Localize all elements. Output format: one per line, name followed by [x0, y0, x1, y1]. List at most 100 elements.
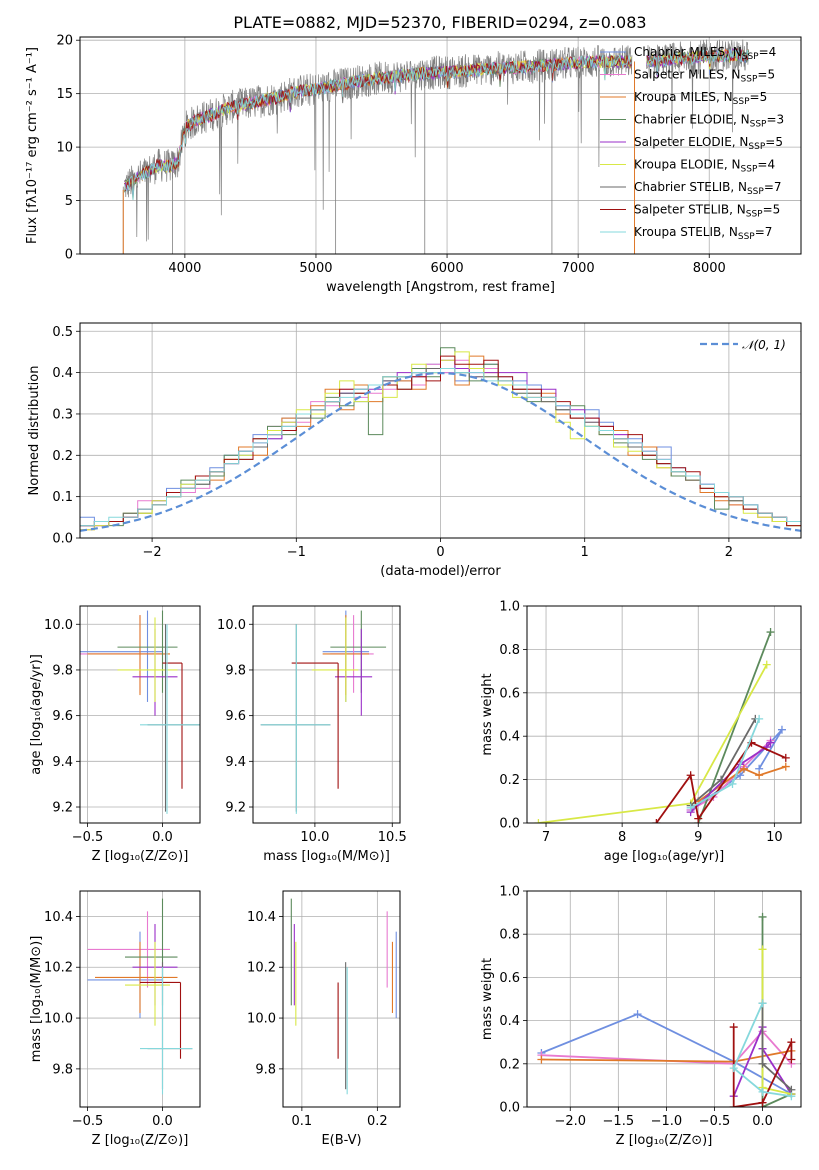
weight-line-salpeter-elodie	[689, 742, 772, 813]
plot-frame	[282, 890, 401, 1108]
spectrum-lines	[122, 39, 750, 254]
legend-label: Kroupa MILES, NSSP=5	[634, 90, 767, 107]
plot-frame	[79, 890, 201, 1108]
x-tick-label: −0.5	[72, 1114, 104, 1129]
y-tick-label: 9.8	[52, 663, 73, 678]
y-tick-label: 0.4	[499, 730, 520, 745]
x-tick-label: 0.0	[152, 830, 173, 845]
legend-label-sub: SSP	[741, 165, 758, 175]
x-tick-label: −1.5	[603, 1114, 635, 1129]
error-bars	[80, 610, 200, 814]
weight-line-kroupa-elodie	[538, 664, 768, 823]
legend-label-text: Salpeter ELODIE, N	[634, 135, 748, 149]
plot-frame	[526, 890, 802, 1108]
x-axis-label: Z [log₁₀(Z/Z⊙)]	[92, 1133, 189, 1148]
plus-marker	[781, 753, 790, 762]
y-tick-label: 5	[65, 194, 73, 209]
legend-label-value: =4	[759, 45, 777, 59]
y-tick-label: 0.6	[499, 971, 520, 986]
weight-line-chabrier-stelib	[690, 718, 757, 807]
y-tick-label: 0.2	[52, 449, 73, 464]
age-vs-z-panel: −0.5 0.0 9.2 9.4 9.6 9.8 10.0 Z [log₁₀(Z/Z⊙)] ag…	[29, 605, 201, 864]
plus-marker	[758, 912, 767, 921]
legend-label: 𝒩(0, 1)	[742, 338, 786, 352]
plus-marker	[758, 1087, 767, 1096]
massweight-vs-age-panel: 7 8 9 10 0.0 0.2 0.4 0.6 0.8 1.0 age [log₁₀(age/yr…	[480, 600, 802, 864]
y-tick-label: 9.4	[225, 755, 246, 770]
y-axis-label: age [log₁₀(age/yr)]	[29, 654, 44, 775]
y-tick-label: 1.0	[499, 885, 520, 900]
x-tick-label: 7000	[562, 261, 595, 276]
plus-marker	[694, 814, 703, 823]
legend-label-sub: SSP	[750, 120, 767, 130]
legend-label-text: Salpeter MILES, N	[634, 68, 741, 82]
legend-label-text: Chabrier MILES, N	[634, 45, 742, 59]
plus-marker	[534, 819, 543, 823]
x-tick-label: 8000	[693, 261, 726, 276]
histogram-salpeter-stelib	[80, 355, 801, 527]
plus-marker	[787, 1055, 796, 1064]
plus-marker	[686, 803, 695, 812]
weight-line-salpeter-miles	[541, 1030, 793, 1065]
figure-title: PLATE=0882, MJD=52370, FIBERID=0294, z=0…	[233, 13, 646, 32]
y-tick-label: 0.0	[499, 1101, 520, 1116]
legend-label: Chabrier MILES, NSSP=4	[634, 45, 776, 62]
plus-marker	[787, 1092, 796, 1101]
x-tick-label: 0.1	[292, 1114, 313, 1129]
x-tick-label: 10.0	[300, 830, 329, 845]
y-tick-label: 20	[56, 34, 73, 49]
x-tick-label: −0.5	[72, 830, 104, 845]
legend-label: Salpeter STELIB, NSSP=5	[634, 203, 780, 220]
legend-label: Salpeter ELODIE, NSSP=5	[634, 135, 783, 152]
x-axis-label: E(B-V)	[321, 1133, 361, 1148]
y-tick-label: 0	[65, 248, 73, 263]
legend-label-value: =3	[766, 113, 784, 127]
x-tick-label: 8	[618, 830, 626, 845]
x-tick-label: 0.2	[367, 1114, 388, 1129]
legend-label-text: Kroupa STELIB, N	[634, 225, 738, 239]
plot-frame	[252, 605, 401, 824]
plus-marker	[758, 1098, 767, 1107]
gaussian-curve	[80, 371, 801, 532]
legend-label: Kroupa ELODIE, NSSP=4	[634, 158, 775, 175]
weight-lines	[537, 912, 796, 1107]
weight-line-chabrier-elodie	[697, 631, 772, 823]
y-tick-label: 9.8	[52, 1062, 73, 1077]
y-tick-label: 9.6	[52, 709, 73, 724]
legend-label-text: Chabrier ELODIE, N	[634, 113, 750, 127]
legend-label-text: Kroupa ELODIE, N	[634, 158, 741, 172]
x-tick-label: 5000	[299, 261, 332, 276]
mass-vs-z-panel: −0.5 0.0 9.8 10.0 10.2 10.4 Z [log₁₀(Z/Z⊙)] mas…	[29, 890, 201, 1148]
x-axis-label: (data-model)/error	[380, 564, 501, 579]
y-axis-label: mass [log₁₀(M/M⊙)]	[29, 936, 44, 1063]
x-tick-label: 7	[542, 830, 550, 845]
legend-label-text: Kroupa MILES, N	[634, 90, 733, 104]
y-tick-label: 10.0	[217, 618, 246, 633]
x-tick-label: 1	[581, 545, 589, 560]
x-axis-label: Z [log₁₀(Z/Z⊙)]	[92, 849, 189, 864]
plot-frame	[526, 605, 802, 824]
x-tick-label: 0.0	[152, 1114, 173, 1129]
legend-label-sub: SSP	[742, 52, 759, 62]
x-tick-label: −2.0	[554, 1114, 586, 1129]
plus-marker	[717, 775, 726, 784]
x-axis-label: age [log₁₀(age/yr)]	[604, 849, 725, 864]
y-tick-label: 0.8	[499, 643, 520, 658]
y-tick-label: 1.0	[499, 600, 520, 615]
plot-frame	[79, 322, 802, 539]
legend-label: Salpeter MILES, NSSP=5	[634, 68, 775, 85]
plus-marker	[633, 1010, 642, 1019]
x-tick-label: −2	[143, 545, 162, 560]
x-tick-label: 0	[436, 545, 444, 560]
model-spectrum-kroupa-stelib	[124, 48, 750, 201]
age-vs-mass-panel: 10.0 10.5 9.2 9.4 9.6 9.8 10.0 mass [log₁₀(M/M⊙…	[217, 605, 407, 864]
y-tick-label: 0.5	[52, 325, 73, 340]
spectrum-panel: 4000 5000 6000 7000 8000 0 5 10 15 20 wavelength […	[25, 34, 802, 295]
plus-marker	[729, 1023, 738, 1032]
y-tick-label: 9.8	[225, 663, 246, 678]
y-tick-label: 9.6	[225, 709, 246, 724]
error-bars	[260, 610, 387, 814]
plus-marker	[758, 999, 767, 1008]
plot-frame	[79, 36, 802, 255]
plus-marker	[766, 738, 775, 747]
